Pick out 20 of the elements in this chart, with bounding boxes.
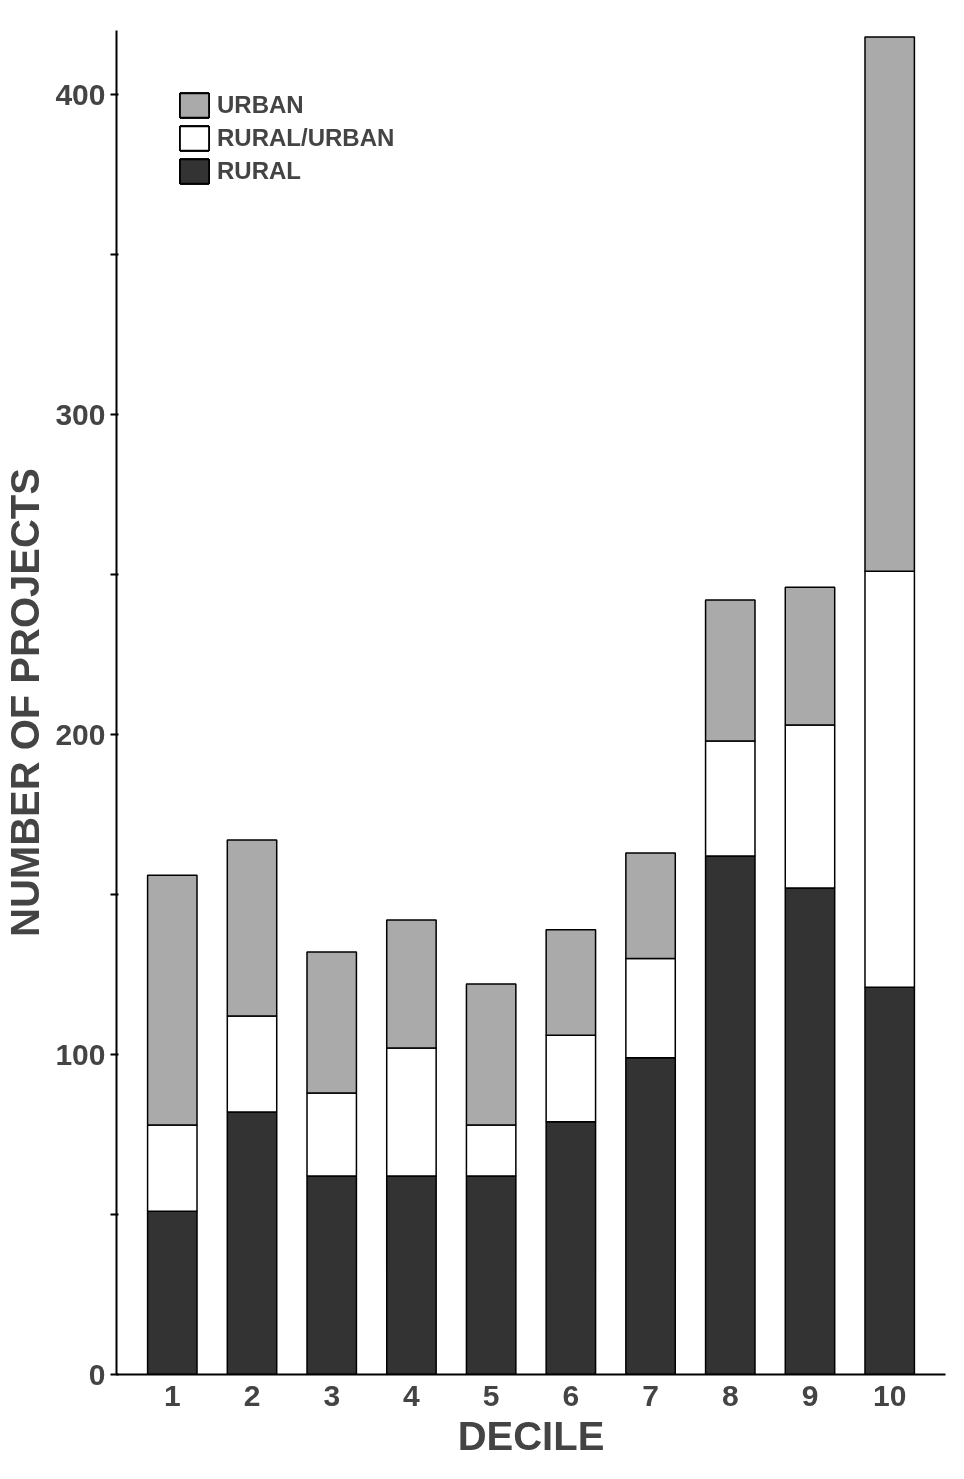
y-tick-label: 0	[88, 1357, 106, 1391]
y-tick-label: 300	[55, 397, 106, 431]
y-tick-label: 200	[55, 717, 106, 751]
x-tick-label: 8	[721, 1378, 739, 1412]
y-tick-label: 400	[55, 77, 106, 111]
x-tick-label: 2	[243, 1378, 261, 1412]
y-axis-title: NUMBER OF PROJECTS	[3, 468, 48, 937]
x-tick-label: 4	[403, 1378, 421, 1412]
legend-label: RURAL/URBAN	[217, 124, 395, 152]
x-tick-label: 5	[482, 1378, 500, 1412]
x-tick-label: 9	[801, 1378, 819, 1412]
x-tick-label: 3	[323, 1378, 341, 1412]
x-axis-title: DECILE	[457, 1413, 605, 1458]
x-tick-label: 7	[642, 1378, 659, 1412]
y-tick-label: 100	[55, 1037, 106, 1071]
x-tick-label: 10	[873, 1378, 907, 1412]
x-tick-label: 1	[163, 1378, 181, 1412]
legend-label: URBAN	[217, 91, 304, 119]
x-tick-label: 6	[562, 1378, 580, 1412]
legend-label: RURAL	[217, 157, 301, 185]
